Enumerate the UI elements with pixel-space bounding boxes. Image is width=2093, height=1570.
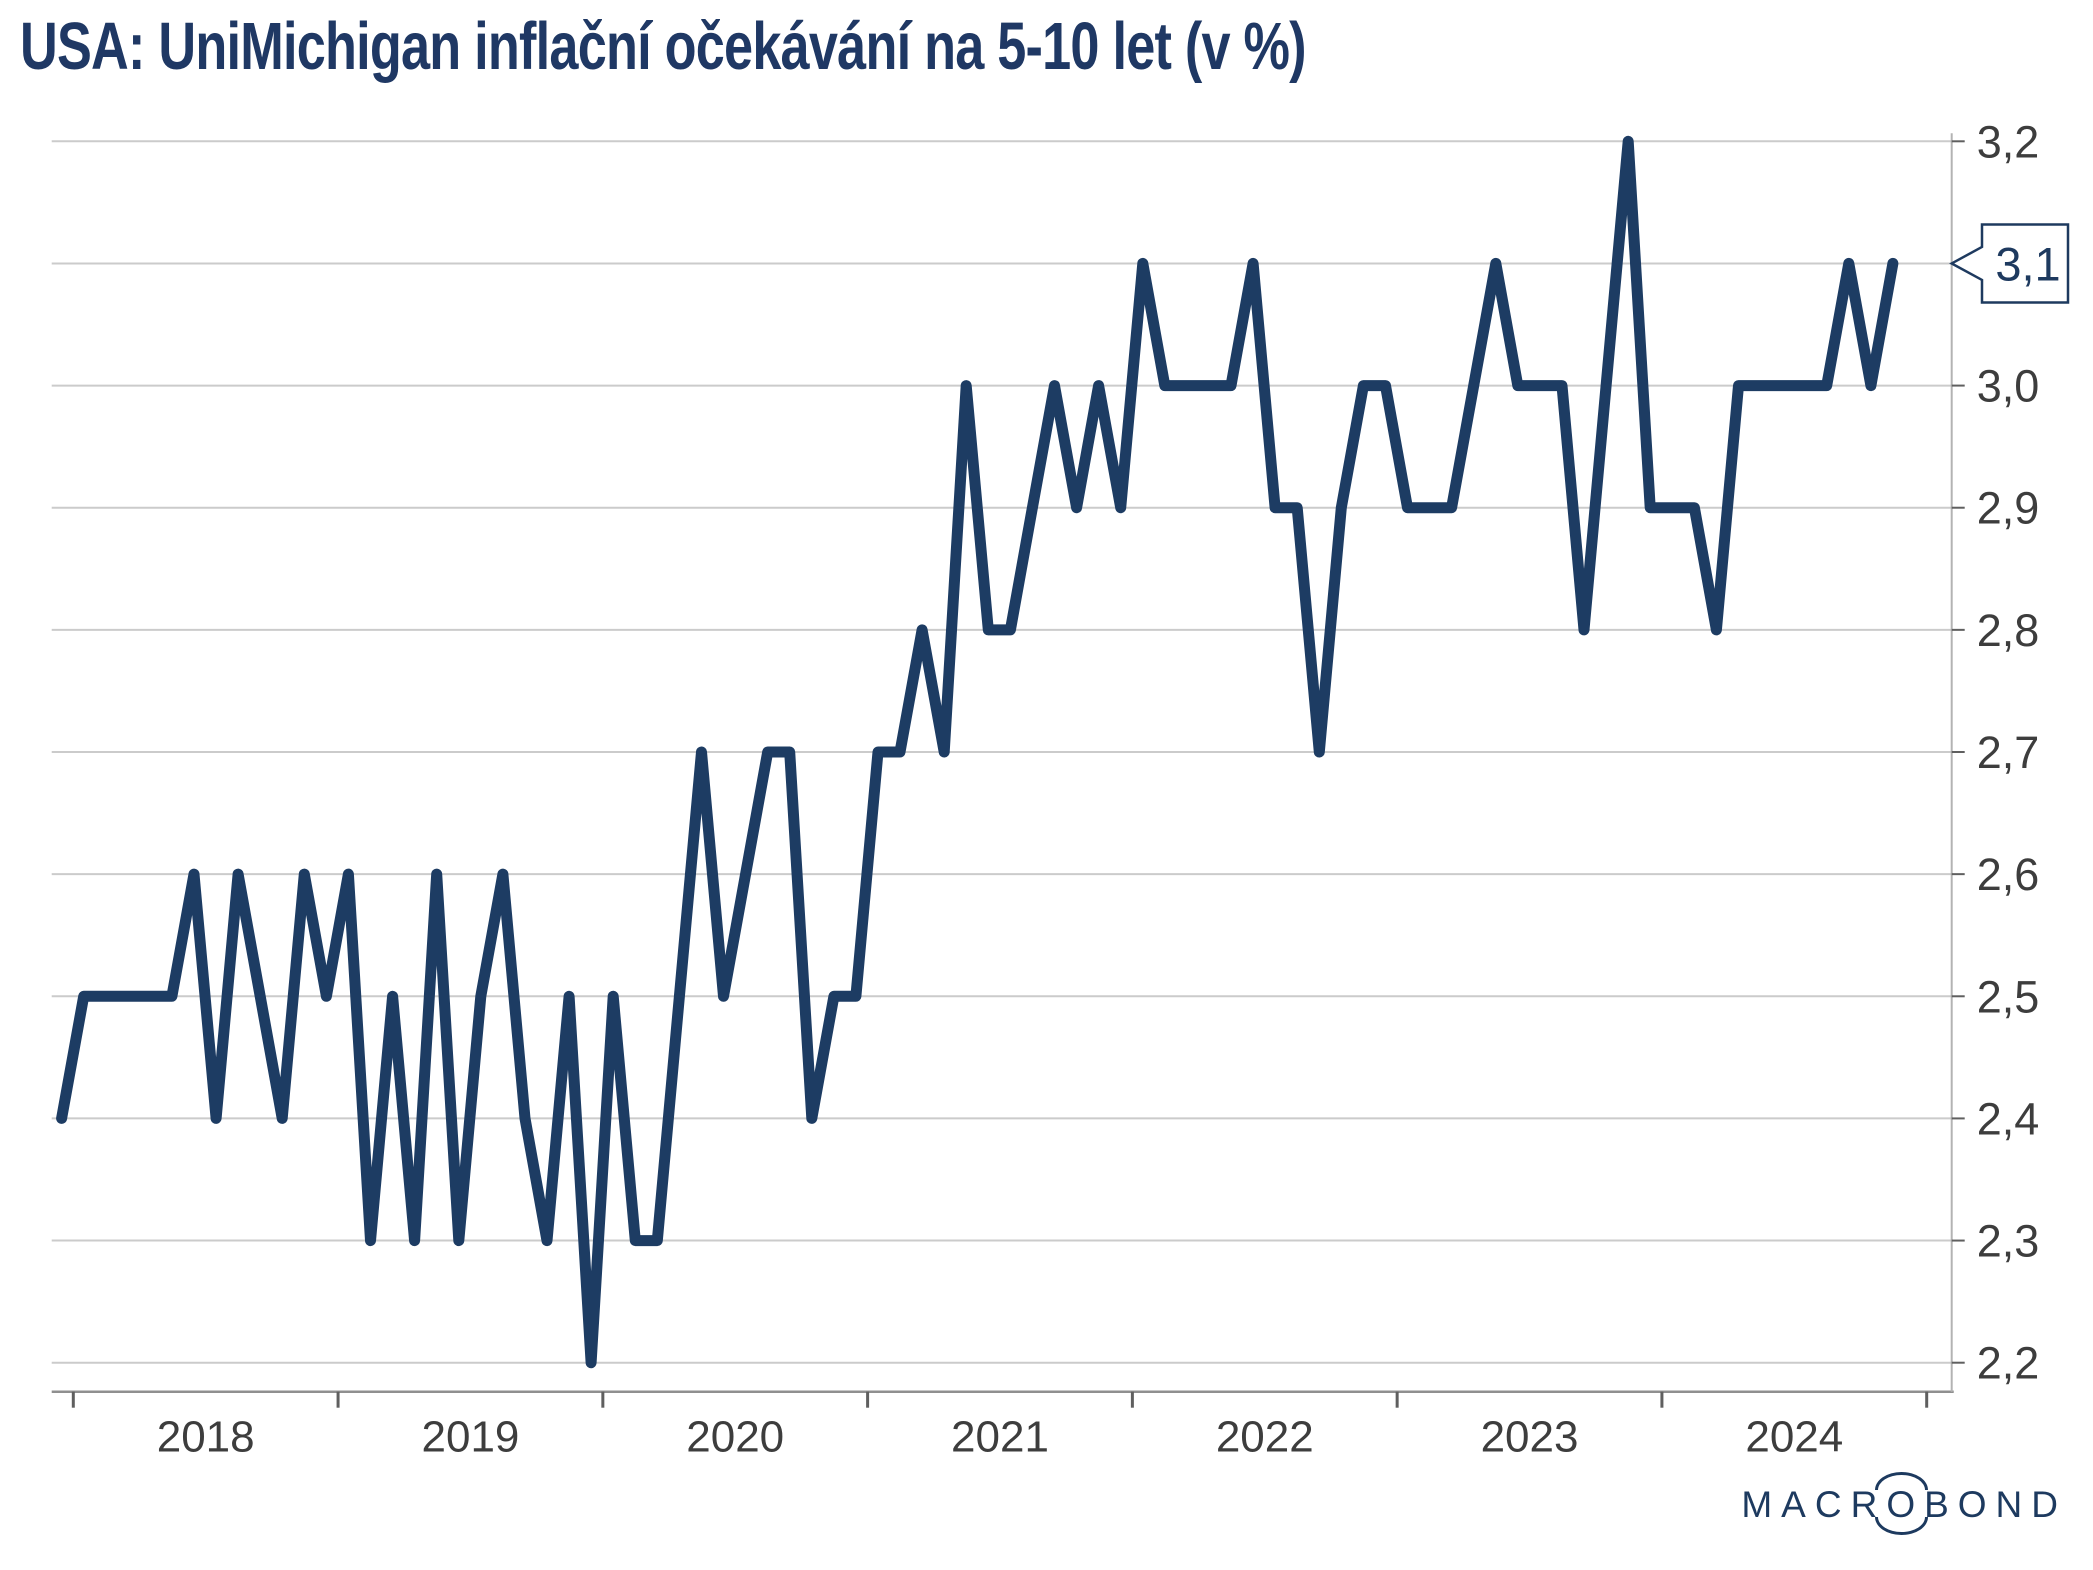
x-axis-ticks: [71, 1391, 1929, 1408]
macrobond-logo-o-icon: O: [1875, 1472, 1928, 1535]
x-year-label-2020: 2020: [686, 1413, 784, 1462]
y-tick-label-2.6: 2,6: [1977, 849, 2040, 900]
y-tick-label-2.5: 2,5: [1977, 971, 2040, 1022]
gridlines: [51, 140, 1952, 1364]
axes: [51, 133, 1954, 1393]
x-year-label-2024: 2024: [1745, 1413, 1843, 1462]
y-tick-label-2.2: 2,2: [1977, 1338, 2040, 1389]
y-tick-label-2.8: 2,8: [1977, 605, 2040, 656]
series-line: [56, 135, 1899, 1369]
x-axis-year-labels: 2018 2019 2020 2021 2022 2023 2024: [157, 1413, 1844, 1462]
y-axis-labels: 3,2 3,0 2,9 2,8 2,7 2,6 2,5 2,4 2,3 2,2: [1977, 116, 2040, 1388]
x-year-label-2022: 2022: [1216, 1413, 1314, 1462]
last-value-callout: 3,1: [1949, 223, 2070, 304]
callout-bubble: [1949, 223, 2070, 304]
y-tick-label-2.3: 2,3: [1977, 1216, 2040, 1267]
y-tick-label-2.9: 2,9: [1977, 483, 2040, 534]
x-year-label-2019: 2019: [422, 1413, 520, 1462]
x-year-label-2021: 2021: [951, 1413, 1049, 1462]
y-tick-label-3: 3,0: [1977, 361, 2040, 412]
chart-title: USA: UniMichigan inflační očekávání na 5…: [20, 9, 1307, 84]
y-tick-label-2.7: 2,7: [1977, 727, 2040, 778]
callout-value-label: 3,1: [1995, 237, 2060, 290]
y-axis-ticks: [1951, 140, 1965, 1364]
y-tick-label-3.2: 3,2: [1977, 116, 2040, 167]
macrobond-logo-text-left: MACR: [1741, 1484, 1887, 1525]
macrobond-logo-text-right: BOND: [1924, 1484, 2067, 1525]
macrobond-logo: MACR O BOND: [1741, 1472, 2067, 1535]
x-year-label-2023: 2023: [1481, 1413, 1579, 1462]
x-year-label-2018: 2018: [157, 1413, 255, 1462]
y-tick-label-2.4: 2,4: [1977, 1093, 2040, 1144]
